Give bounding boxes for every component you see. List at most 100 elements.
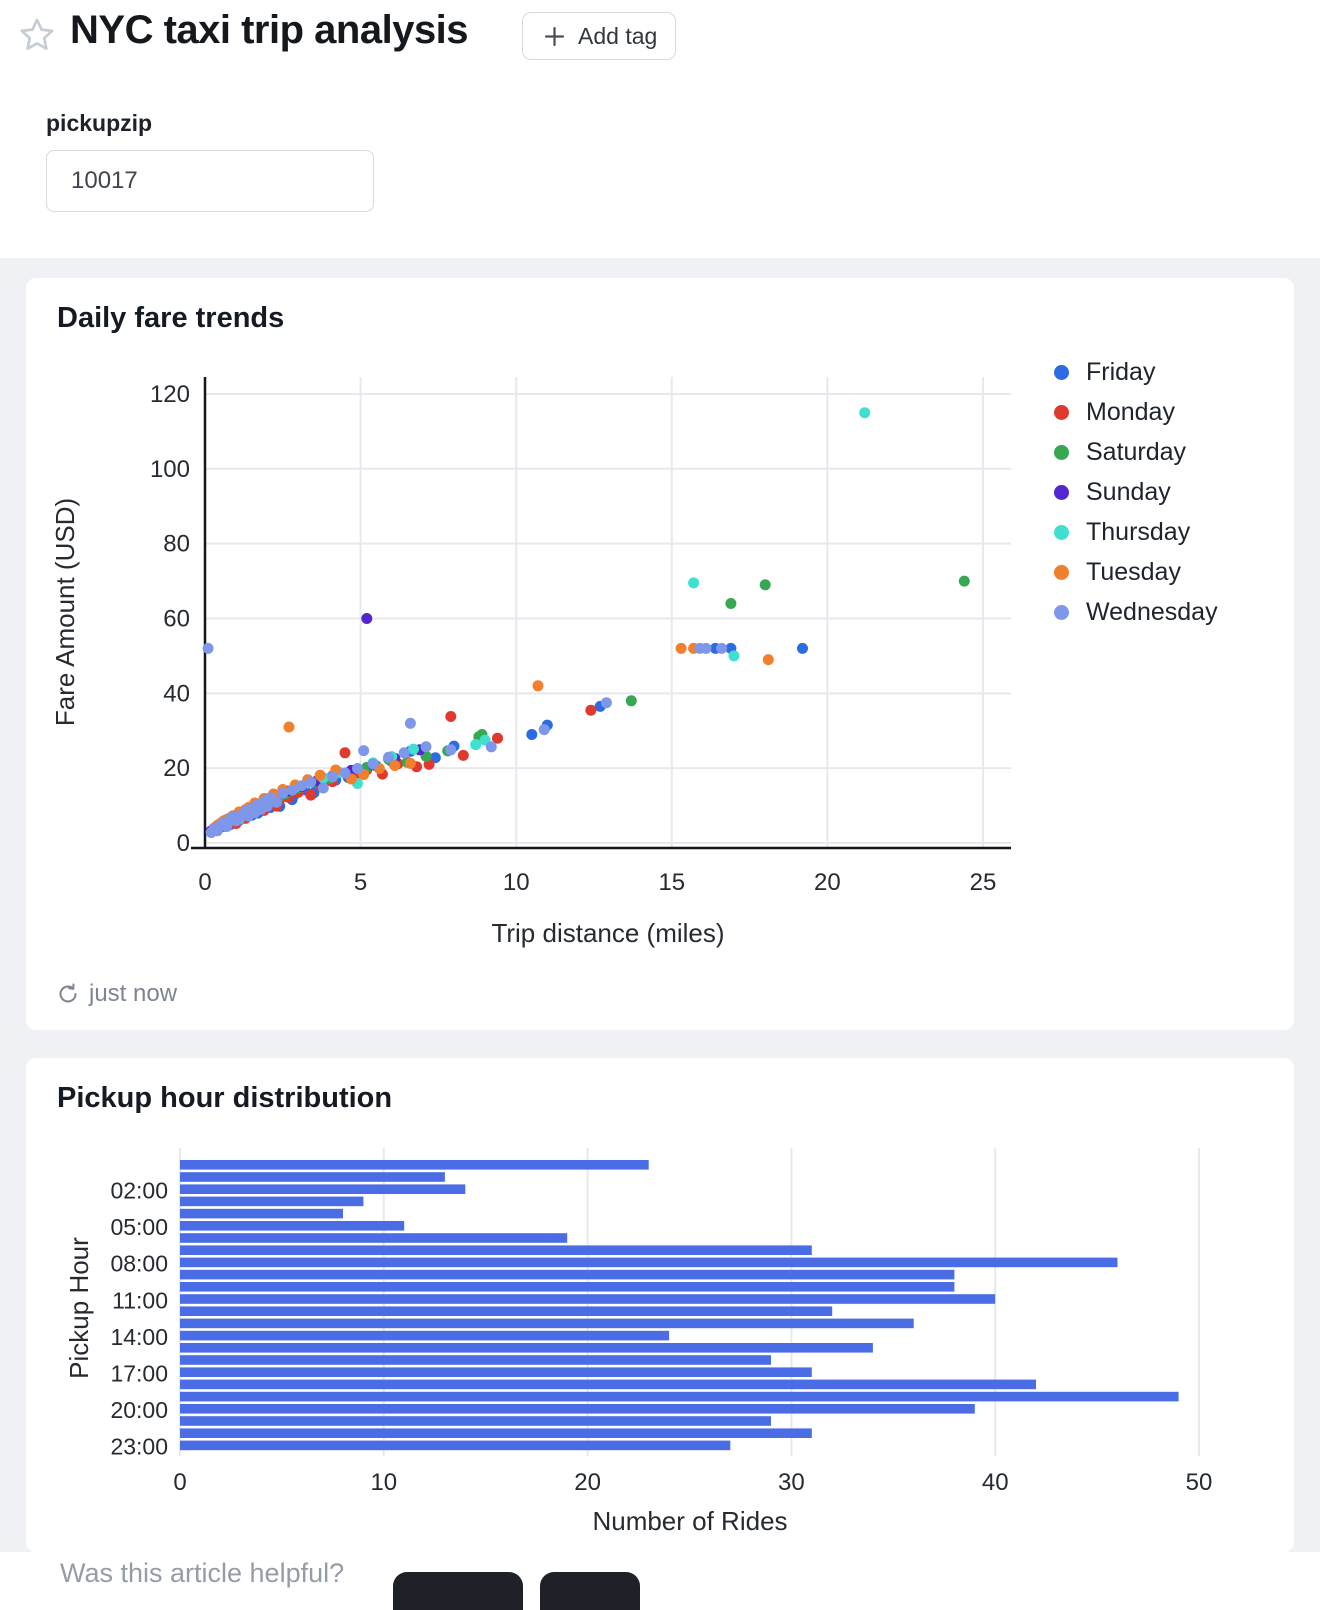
day-legend: Friday Monday Saturday Sunday Thursday Tuesda… <box>1054 358 1218 627</box>
y-tick-label: 20:00 <box>110 1397 168 1423</box>
scatter-point <box>700 642 712 654</box>
legend-dot <box>1054 525 1069 540</box>
scatter-point <box>404 757 416 769</box>
feedback-question: Was this article helpful? <box>60 1558 345 1588</box>
legend-item-tuesday[interactable]: Tuesday <box>1054 558 1218 587</box>
x-tick-label: 30 <box>778 1469 805 1496</box>
pickup-hour-bar-chart: 0 10 20 30 40 50 02:00 05:00 08:00 11:00 14:00 17:0… <box>64 1148 1213 1536</box>
scatter-point <box>389 760 401 771</box>
scatter-point <box>859 407 871 419</box>
y-tick-label: 60 <box>163 605 190 632</box>
legend-label: Friday <box>1086 358 1156 386</box>
scatter-point <box>762 654 774 666</box>
scatter-point <box>305 776 317 788</box>
x-tick-label: 50 <box>1186 1469 1213 1496</box>
pickupzip-input[interactable] <box>46 150 374 212</box>
legend-dot <box>1054 365 1069 380</box>
bar-23:00 <box>180 1440 731 1451</box>
bar-13:00 <box>180 1318 914 1329</box>
scatter-point <box>532 680 544 692</box>
scatter-point <box>271 796 283 808</box>
add-tag-button[interactable]: Add tag <box>522 12 677 60</box>
scatter-point <box>283 721 295 733</box>
bar-05:00 <box>180 1221 405 1231</box>
bar-00:00 <box>180 1160 649 1170</box>
bar-22:00 <box>180 1428 812 1438</box>
fare-scatter-chart: 0 20 40 60 80 100 120 0 5 10 15 20 25 Fare Amount (US… <box>50 377 1011 948</box>
bar-21:00 <box>180 1416 771 1426</box>
y-tick-label: 20 <box>163 755 190 782</box>
scatter-point <box>675 642 687 654</box>
y-tick-label: 120 <box>150 381 190 408</box>
bar-01:00 <box>180 1172 445 1182</box>
scatter-point <box>339 767 351 779</box>
scatter-point <box>600 697 612 709</box>
favorite-star-icon[interactable] <box>18 16 56 54</box>
scatter-point <box>445 744 457 756</box>
y-tick-label: 0 <box>177 830 190 857</box>
legend-item-thursday[interactable]: Thursday <box>1054 518 1218 547</box>
legend-label: Monday <box>1086 398 1175 426</box>
legend-dot <box>1054 405 1069 420</box>
legend-dot <box>1054 445 1069 460</box>
bar-18:00 <box>180 1379 1036 1390</box>
x-axis-title: Trip distance (miles) <box>491 918 724 948</box>
bar-08:00 <box>180 1257 1118 1268</box>
scatter-point <box>445 711 457 722</box>
legend-label: Sunday <box>1086 478 1171 506</box>
bar-14:00 <box>180 1330 670 1341</box>
bar-15:00 <box>180 1343 873 1353</box>
y-tick-label: 11:00 <box>112 1287 168 1313</box>
add-tag-label: Add tag <box>578 22 658 49</box>
pickup-hour-card: Pickup hour distribution 0 10 20 30 40 50 02:0… <box>26 1058 1294 1552</box>
bar-17:00 <box>180 1367 812 1377</box>
scatter-point <box>759 579 771 591</box>
x-axis-title: Number of Rides <box>592 1506 787 1536</box>
scatter-point <box>492 732 503 744</box>
bar-12:00 <box>180 1306 833 1316</box>
scatter-point <box>625 695 637 707</box>
scatter-point <box>797 642 808 654</box>
scatter-point <box>585 704 597 716</box>
legend-item-friday[interactable]: Friday <box>1054 358 1218 387</box>
feedback-button[interactable] <box>540 1572 640 1610</box>
scatter-point <box>728 650 740 662</box>
y-tick-label: 40 <box>163 680 190 707</box>
x-tick-label: 20 <box>814 869 841 896</box>
scatter-point <box>261 800 273 812</box>
scatter-point <box>305 789 317 801</box>
scatter-point <box>327 771 339 783</box>
legend-item-sunday[interactable]: Sunday <box>1054 478 1218 507</box>
legend-item-monday[interactable]: Monday <box>1054 398 1218 427</box>
scatter-point <box>457 749 469 761</box>
legend-item-wednesday[interactable]: Wednesday <box>1054 598 1218 627</box>
plus-icon <box>541 23 568 50</box>
updated-text: just now <box>89 980 178 1007</box>
scatter-point <box>526 729 538 740</box>
x-tick-label: 20 <box>574 1469 601 1496</box>
scatter-point <box>688 577 700 589</box>
scatter-point <box>725 598 737 609</box>
scatter-point <box>339 747 351 759</box>
refresh-icon[interactable] <box>56 982 80 1006</box>
x-tick-label: 10 <box>370 1469 397 1496</box>
bar-20:00 <box>180 1404 975 1414</box>
bar-04:00 <box>180 1208 343 1219</box>
scatter-point <box>470 739 482 751</box>
scatter-point <box>296 780 307 792</box>
y-axis-title: Pickup Hour <box>64 1237 94 1379</box>
y-tick-label: 100 <box>150 456 190 483</box>
scatter-point <box>408 743 419 755</box>
y-axis-title: Fare Amount (USD) <box>50 498 80 726</box>
legend-dot <box>1054 485 1069 500</box>
x-tick-label: 40 <box>982 1469 1009 1496</box>
feedback-button[interactable] <box>393 1572 523 1610</box>
x-tick-label: 0 <box>173 1469 186 1496</box>
legend-item-saturday[interactable]: Saturday <box>1054 438 1218 467</box>
y-tick-label: 80 <box>163 531 190 558</box>
scatter-point <box>383 751 395 763</box>
fare-trends-card: Daily fare trends 0 20 40 60 80 100 120 0 5 10 15 2… <box>26 278 1294 1030</box>
scatter-point <box>485 741 497 753</box>
scatter-point <box>358 745 370 757</box>
scatter-point <box>352 763 363 774</box>
